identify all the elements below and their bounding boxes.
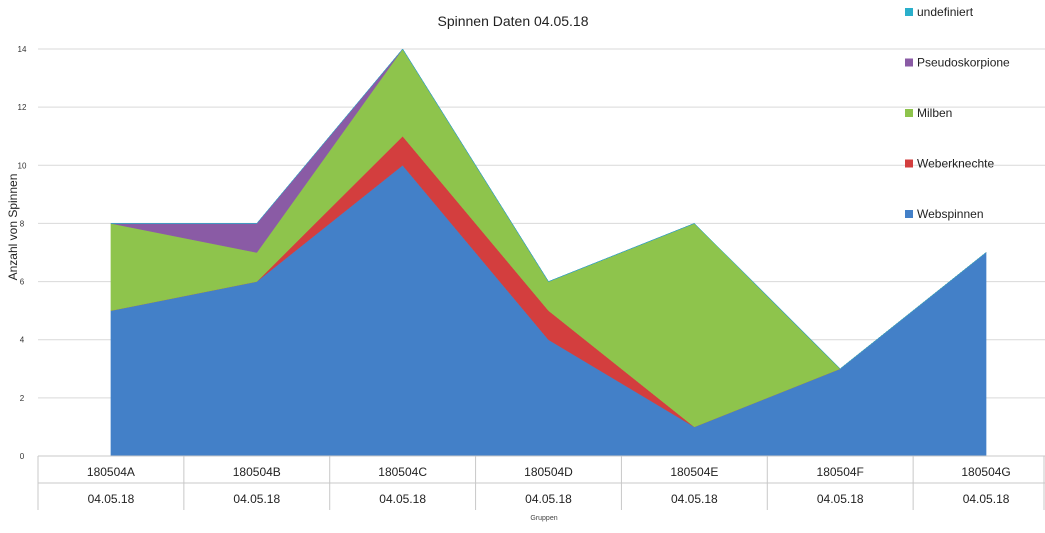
x-category-date: 04.05.18 xyxy=(817,492,864,506)
x-category-date: 04.05.18 xyxy=(379,492,426,506)
y-axis-label: Anzahl von Spinnen xyxy=(6,174,20,281)
legend-swatch-undefiniert xyxy=(905,8,913,16)
x-category-date: 04.05.18 xyxy=(525,492,572,506)
y-tick-label: 12 xyxy=(18,103,27,112)
area-layer xyxy=(110,48,987,457)
x-category-label: 180504C xyxy=(378,465,427,479)
y-tick-label: 0 xyxy=(20,452,25,461)
x-category-date: 04.05.18 xyxy=(233,492,280,506)
y-tick-label: 4 xyxy=(20,336,25,345)
x-category-label: 180504D xyxy=(524,465,573,479)
legend: undefiniert Pseudoskorpione Milben Weberkne… xyxy=(905,5,1010,221)
y-tick-label: 14 xyxy=(18,45,27,54)
y-axis-ticks: 0 2 4 6 8 10 12 14 xyxy=(18,45,27,461)
x-category-label: 180504E xyxy=(670,465,718,479)
legend-swatch-webspinnen xyxy=(905,210,913,218)
chart-title: Spinnen Daten 04.05.18 xyxy=(437,13,588,29)
x-category-label: 180504A xyxy=(87,465,135,479)
legend-label-webspinnen: Webspinnen xyxy=(917,207,984,221)
y-tick-label: 6 xyxy=(20,278,25,287)
y-tick-label: 10 xyxy=(18,161,27,170)
legend-swatch-pseudoskorpione xyxy=(905,58,913,67)
category-table: 180504A 04.05.18 180504B 04.05.18 180504C 04.… xyxy=(37,455,1045,510)
x-category-date: 04.05.18 xyxy=(671,492,718,506)
legend-label-undefiniert: undefiniert xyxy=(917,5,974,19)
y-tick-label: 2 xyxy=(20,394,25,403)
x-category-label: 180504G xyxy=(961,465,1010,479)
x-category-label: 180504F xyxy=(817,465,864,479)
x-axis-label: Gruppen xyxy=(530,515,557,522)
y-tick-label: 8 xyxy=(20,219,25,228)
x-category-label: 180504B xyxy=(233,465,281,479)
legend-label-pseudoskorpione: Pseudoskorpione xyxy=(917,56,1010,70)
legend-label-milben: Milben xyxy=(917,106,952,120)
legend-swatch-weberknechte xyxy=(905,159,913,168)
legend-swatch-milben xyxy=(905,109,913,117)
x-category-date: 04.05.18 xyxy=(963,492,1010,506)
legend-label-weberknechte: Weberknechte xyxy=(917,157,994,171)
area-undefiniert xyxy=(110,48,987,370)
x-category-date: 04.05.18 xyxy=(88,492,135,506)
